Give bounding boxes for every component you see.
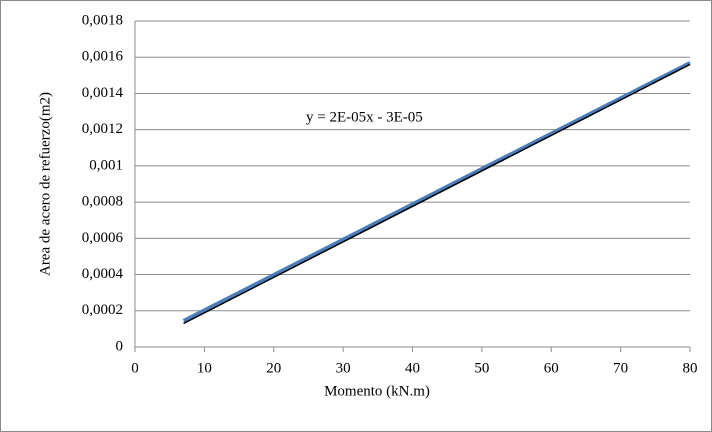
y-tick-label: 0,001 [89, 157, 123, 173]
y-tick-label: 0,0016 [82, 49, 124, 65]
x-tick-label: 70 [613, 360, 628, 376]
y-tick-label: 0,0002 [82, 302, 123, 318]
trendline [183, 63, 691, 325]
x-axis-title: Momento (kN.m) [324, 383, 430, 399]
x-tick-label: 50 [474, 360, 489, 376]
y-tick-label: 0,0014 [82, 85, 124, 101]
y-tick-label: 0,0008 [82, 194, 123, 210]
y-tick-label: 0,0018 [82, 12, 123, 28]
x-tick-label: 40 [405, 360, 420, 376]
y-tick-label: 0,0004 [82, 266, 124, 282]
x-tick-label: 20 [266, 360, 281, 376]
x-tick-label: 80 [683, 360, 698, 376]
x-tick-label: 60 [544, 360, 559, 376]
y-axis-title: Area de acero de refuerzo(m2) [37, 92, 53, 276]
x-tick-label: 10 [197, 360, 212, 376]
y-tick-label: 0,0012 [82, 121, 123, 137]
data-line [182, 61, 691, 323]
y-tick-label: 0 [116, 338, 124, 354]
y-tick-label: 0,0006 [82, 230, 124, 246]
x-tick-label: 30 [336, 360, 351, 376]
trendline-label: y = 2E-05x - 3E-05 [306, 109, 423, 125]
x-tick-label: 0 [131, 360, 139, 376]
